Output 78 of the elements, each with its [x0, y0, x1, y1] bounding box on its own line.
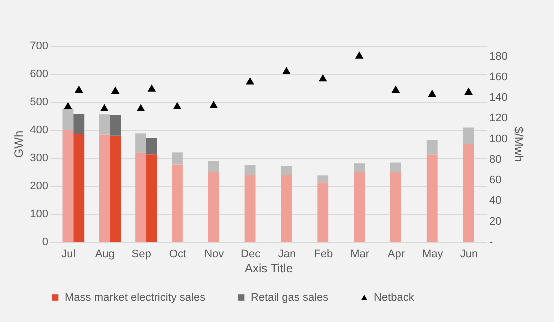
point	[282, 67, 291, 74]
bar	[244, 165, 256, 176]
x-axis-title: Axis Title	[244, 262, 294, 276]
x-tick-label: Mar	[350, 248, 370, 260]
y-tick-label: 700	[30, 40, 48, 52]
x-tick-label: Nov	[204, 248, 225, 260]
y2-tick-label: 100	[490, 133, 508, 146]
bar	[74, 134, 85, 242]
point	[210, 101, 218, 108]
x-tick-label: Jul	[62, 248, 76, 260]
legend-label: Mass market electricity sales	[65, 292, 206, 304]
bar	[136, 152, 147, 242]
point	[64, 102, 72, 110]
bar	[136, 134, 147, 153]
bar	[354, 172, 366, 242]
bar	[99, 114, 110, 135]
x-tick-label: Jun	[460, 248, 478, 260]
bar	[244, 175, 256, 242]
y-tick-label: 400	[30, 124, 48, 136]
bar	[318, 176, 329, 183]
point	[246, 77, 254, 85]
y2-tick-label: 160	[490, 71, 508, 84]
bar	[146, 154, 158, 242]
y-axis-title: GWh	[12, 130, 26, 158]
y2-tick-label: 80	[490, 154, 502, 166]
bar	[62, 130, 74, 242]
x-tick-label: Jan	[278, 248, 296, 260]
point	[173, 102, 182, 110]
y2-tick-label: 20	[490, 216, 502, 228]
point	[318, 74, 328, 82]
y2-tick-label: 120	[490, 112, 508, 125]
legend-label: Retail gas sales	[251, 292, 330, 304]
bar	[390, 172, 402, 242]
bar	[146, 138, 158, 155]
point	[392, 86, 400, 93]
y2-tick-label: 180	[490, 50, 508, 63]
bar	[354, 164, 366, 173]
y2-tick-label: 40	[490, 195, 502, 208]
bar	[281, 166, 292, 176]
y2-tick-label: 60	[490, 174, 502, 187]
x-tick-label: May	[422, 248, 444, 260]
x-tick-label: Aug	[95, 248, 115, 260]
point	[355, 52, 364, 59]
y2-tick-label: 140	[490, 92, 508, 104]
point	[464, 88, 473, 96]
y-tick-label: 200	[30, 180, 48, 192]
bar	[99, 134, 110, 242]
bar	[110, 115, 122, 136]
bar	[62, 108, 74, 130]
point	[100, 104, 109, 112]
y2-axis-title: $/Mwh	[512, 126, 526, 162]
bar	[390, 162, 402, 173]
bar	[208, 172, 220, 242]
bar	[426, 140, 438, 155]
y-tick-label: 0	[42, 236, 48, 248]
bar	[208, 161, 220, 173]
bar	[172, 164, 183, 242]
bar	[74, 114, 85, 134]
bar	[463, 144, 474, 242]
bar	[463, 128, 474, 145]
y2-tick-label: -	[490, 236, 494, 248]
x-tick-label: Dec	[241, 248, 262, 260]
x-tick-label: Feb	[314, 248, 334, 260]
x-tick-label: Sep	[132, 248, 152, 260]
bar	[172, 152, 183, 165]
bar	[281, 175, 292, 242]
x-tick-label: Oct	[169, 248, 187, 260]
point	[136, 104, 146, 112]
y-tick-label: 500	[30, 96, 48, 108]
point	[428, 90, 437, 98]
y-tick-label: 100	[30, 208, 48, 220]
bar	[110, 136, 122, 242]
legend-label: Netback	[374, 292, 415, 304]
x-tick-label: Apr	[388, 248, 406, 260]
bar	[318, 182, 329, 242]
bar	[426, 154, 438, 242]
y-tick-label: 600	[30, 68, 48, 80]
y-tick-label: 300	[30, 152, 48, 164]
